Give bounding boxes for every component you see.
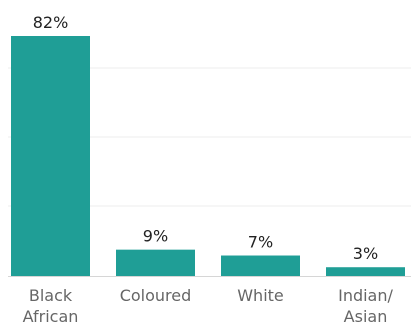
- category-label-line: Indian/: [338, 286, 393, 305]
- category-tick-label: Black African: [23, 286, 79, 326]
- category-tick-label: Indian/Asian: [338, 286, 393, 326]
- bar: [116, 249, 195, 276]
- bar: [326, 267, 405, 276]
- category-label-line: African: [23, 307, 79, 326]
- bar: [221, 255, 300, 276]
- category-label-line: White: [237, 286, 284, 305]
- category-label-line: Asian: [344, 307, 388, 326]
- category-labels: Black African Coloured White Indian/Asian: [23, 286, 394, 326]
- category-tick-label: Coloured: [120, 286, 192, 305]
- bar-value-label: 82%: [33, 13, 69, 32]
- bar: [11, 36, 90, 276]
- bar-value-label: 9%: [143, 227, 168, 246]
- category-label-line: Coloured: [120, 286, 192, 305]
- bar-value-label: 3%: [353, 244, 378, 263]
- bar-value-label: 7%: [248, 233, 273, 252]
- value-labels: 82% 9% 7% 3%: [33, 13, 378, 263]
- category-tick-label: White: [237, 286, 284, 305]
- bars: [11, 36, 405, 276]
- category-label-line: Black: [29, 286, 73, 305]
